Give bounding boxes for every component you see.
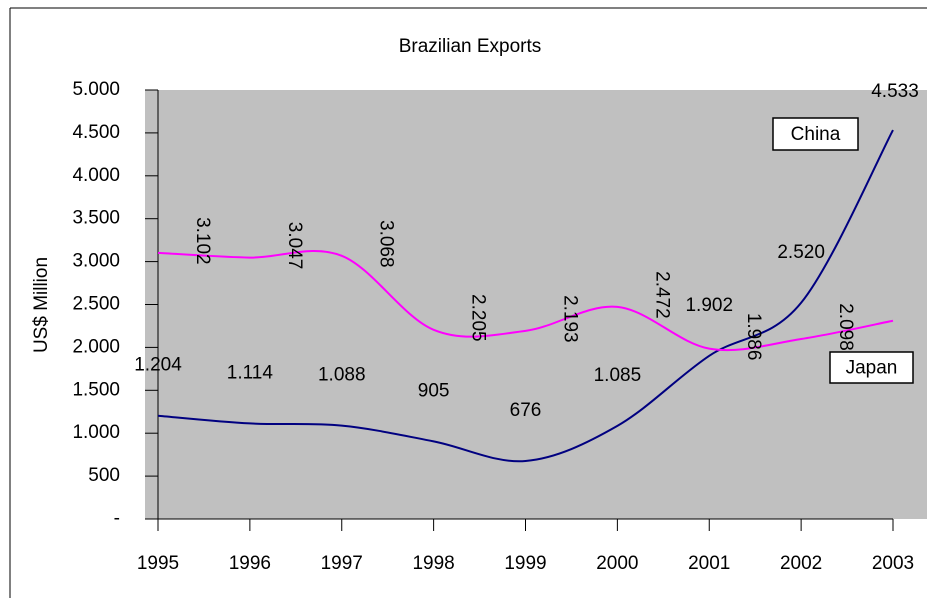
y-tick-label: 3.000 <box>72 251 120 272</box>
chart-title: Brazilian Exports <box>399 36 542 57</box>
y-tick-label: 1.500 <box>72 379 120 400</box>
y-tick-label: 3.500 <box>72 208 120 229</box>
data-label: 3.068 <box>376 220 397 268</box>
data-label: 1.902 <box>685 295 733 316</box>
y-tick-label: 4.500 <box>72 122 120 143</box>
y-tick-label: - <box>114 508 120 529</box>
y-tick-label: 2.500 <box>72 294 120 315</box>
data-label: 4.533 <box>871 81 919 102</box>
x-tick-label: 1999 <box>504 553 546 574</box>
data-label: 2.472 <box>651 271 672 319</box>
data-label: 3.047 <box>284 222 305 270</box>
y-tick-label: 5.000 <box>72 79 120 100</box>
data-label: 3.102 <box>192 217 213 265</box>
legend-label: China <box>791 124 841 145</box>
data-label: 1.204 <box>134 355 182 376</box>
data-label: 2.205 <box>468 294 489 342</box>
x-tick-label: 2003 <box>872 553 914 574</box>
data-label: 1.986 <box>743 313 764 361</box>
y-tick-label: 1.000 <box>72 422 120 443</box>
data-label: 1.085 <box>594 365 642 386</box>
x-tick-label: 2001 <box>688 553 730 574</box>
y-axis-label: US$ Million <box>31 257 52 353</box>
y-tick-label: 4.000 <box>72 165 120 186</box>
x-tick-label: 1995 <box>137 553 179 574</box>
data-label: 905 <box>418 380 450 401</box>
legend-label: Japan <box>846 358 898 379</box>
x-tick-label: 2002 <box>780 553 822 574</box>
y-tick-label: 2.000 <box>72 336 120 357</box>
data-label: 1.088 <box>318 365 366 386</box>
data-label: 2.193 <box>559 295 580 343</box>
y-tick-label: 500 <box>88 465 120 486</box>
x-tick-label: 1998 <box>412 553 454 574</box>
x-tick-label: 2000 <box>596 553 638 574</box>
data-label: 676 <box>510 400 542 421</box>
data-label: 2.520 <box>777 242 825 263</box>
x-tick-label: 1996 <box>229 553 271 574</box>
data-label: 1.114 <box>227 362 274 383</box>
x-tick-label: 1997 <box>321 553 363 574</box>
plot-area <box>145 90 927 519</box>
data-label: 2.098 <box>835 303 856 351</box>
